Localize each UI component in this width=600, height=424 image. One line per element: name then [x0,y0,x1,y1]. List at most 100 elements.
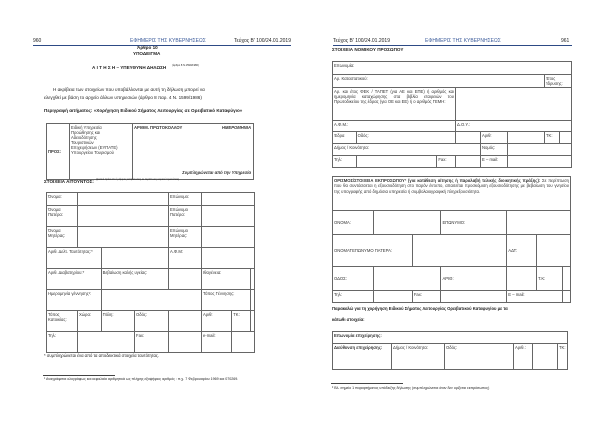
protocol-cell[interactable]: ΑΡΙΘΜ. ΠΡΩΤΟΚΟΛΛΟΥ ΗΜΕΡΟΜΗΝΙΑ Συμπληρώνε… [132,123,251,180]
number-label: Αριθ: [480,131,508,144]
email-field[interactable] [507,155,572,168]
id-number-field[interactable] [100,247,169,269]
street-field[interactable] [167,310,202,332]
rep-street-label: ΟΔΟΣ: [332,266,374,291]
business-address-label: Διεύθυνση επιχείρησης: [332,343,392,370]
header-rule [33,45,291,46]
father-surname-label: Επώνυμο Πατέρα: [167,205,202,227]
health-cert-label: Βεβαίωση καλής υγείας: [100,268,169,290]
rep-name-label: ΟΝΟΜΑ: [332,210,374,235]
nationality-label: Ιθαγένεια: [200,268,251,290]
phone-field[interactable] [76,331,136,353]
mother-name-field[interactable] [77,226,169,248]
rep-fax-label: Fax: [411,290,442,303]
rep-phone-label: Τηλ: [332,290,374,303]
first-name-label: Όνομα: [46,192,78,206]
rep-postcode-field[interactable] [562,266,571,291]
to-line: Ειδική Υπηρεσία [71,125,102,130]
applicant-heading-note: (φυσικό πρόσωπο ή νόμιμος εκπρόσωπος σε … [96,178,179,181]
father-surname-field[interactable] [200,205,256,227]
prefecture-field[interactable] [507,143,572,156]
business-number-label: Αριθ.: [513,343,533,370]
business-number-field[interactable] [532,343,558,370]
form-title: Α Ι Τ Η Σ Η – ΥΠΕΥΘΥΝΗ ΔΗΛΩΣΗ [92,65,167,70]
municipality-label[interactable]: Δήμος / Κοινότητα: [332,143,481,156]
representative-intro-text: Σε περίπτωση που θα συντάσσεται η εξουσι… [334,178,569,194]
rep-name-field[interactable] [372,210,442,235]
to-line: Προώθησης και [71,130,101,135]
business-postcode-label[interactable]: ΤΚ: [557,343,568,370]
postcode-field[interactable] [559,131,572,144]
business-street-label[interactable]: Οδός: [444,343,514,370]
business-name-label[interactable]: Επωνυμία επιχείρησης: [332,331,568,344]
issue-number: Τεύχος Β' 100/24.01.2019 [333,38,390,44]
tax-id-label[interactable]: Α.Φ.Μ.: [332,120,456,132]
date-cell[interactable] [193,123,254,180]
article-number: Άρθρο 10 [137,45,158,50]
street-field[interactable] [455,131,481,144]
passport-label: Αριθ. Διαβατηρίου:* [46,268,102,290]
header-rule [333,45,572,46]
city-label: Πόλη: [100,310,136,332]
mother-surname-field[interactable] [200,226,256,248]
tax-id-field[interactable] [200,247,256,269]
phone-label: Τηλ: [332,155,357,168]
issue-number: Τεύχος Β' 100/24.01.2019 [234,38,291,44]
phone-field[interactable] [355,155,438,168]
rep-email-field[interactable] [562,290,571,303]
phone-label: Τηλ: [46,331,78,353]
father-name-field[interactable] [77,205,169,227]
gazette-name: ΕΦΗΜΕΡΙΣ ΤΗΣ ΚΥΒΕΡΝΗΣΕΩΣ [130,38,206,44]
business-municipality-label[interactable]: Δήμος / Κοινότητα: [391,343,445,370]
legal-name-label[interactable]: Επωνυμία: [332,61,572,75]
request-line-1: Παρακαλώ για τη χορήγηση Ειδικού Σήματος… [332,306,508,311]
page-number: 961 [561,38,570,44]
street-label: Οδός: [134,310,169,332]
rep-fax-field[interactable] [440,290,508,303]
residence-label: Τόπος Κατοικίας: [46,310,78,332]
registration-field[interactable] [455,87,572,121]
rep-id-field[interactable] [536,234,571,267]
rep-phone-field[interactable] [373,290,413,303]
birth-place-label: Τόπος Γέννησης: [200,289,251,311]
rep-father-field[interactable] [411,234,508,267]
rep-street-field[interactable] [372,266,442,291]
rep-postcode-label: Τ.Κ: [536,266,564,291]
tax-office-label[interactable]: Δ.Ο.Υ.: [455,120,572,132]
statute-label[interactable]: Αρ. Καταστατικού: [332,74,545,88]
number-field[interactable] [507,131,545,144]
filled-by-note: Συμπληρώνεται από την Υπηρεσία [182,170,251,175]
country-label: Χώρα: [77,310,102,332]
last-name-field[interactable] [200,192,256,206]
rep-number-label: ΑΡΙΘ: [440,266,508,291]
nationality-field[interactable] [249,268,256,290]
rep-surname-field[interactable] [506,210,571,235]
postcode-label: ΤΚ: [231,310,251,332]
health-cert-field[interactable] [167,268,202,290]
page-number: 960 [33,38,42,44]
email-label: E – mail: [480,155,508,168]
postcode-field[interactable] [249,310,256,332]
representative-table: ΟΡΙΣΜΟΣ/ΣΤΟΙΧΕΙΑ ΕΚΠΡΟΣΩΠΟΥ² (για κατάθε… [332,176,571,303]
intro-line-2: ελεγχθεί με βάση το αρχείο άλλων υπηρεσι… [44,95,202,100]
birth-place-field[interactable] [249,289,256,311]
birth-date-field[interactable] [100,289,202,311]
founding-year-label[interactable]: Έτος Ίδρυσης: [544,74,572,88]
representative-intro: ΟΡΙΣΜΟΣ/ΣΤΟΙΧΕΙΑ ΕΚΠΡΟΣΩΠΟΥ² (για κατάθε… [332,176,571,211]
form-title-ref: (άρθρο 8 Ν.1599/1986) [172,64,199,67]
registration-label: Αρ. και έτος ΦΕΚ / ΤΑΠΕΤ (για ΑΕ και ΕΠΕ… [332,87,456,121]
legal-entity-table: Επωνυμία: Αρ. Καταστατικού: Έτος Ίδρυσης:… [332,61,572,168]
first-name-field[interactable] [77,192,169,206]
email-field[interactable] [231,331,255,353]
to-line: Αδειοδότησης [71,135,97,140]
footnote: ² Βλ. σημείο 1 παραρτήματος υπόδειξης δή… [332,386,490,390]
to-line: Επιχειρήσεων (ΕΥΠΑΤΕ) [71,145,118,150]
fax-field[interactable] [167,331,202,353]
to-line: Τουριστικών [71,140,94,145]
fax-field[interactable] [455,155,481,168]
recipient-table: ΠΡΟΣ: Ειδική Υπηρεσία Προώθησης και Αδει… [46,123,254,180]
street-label[interactable]: Οδός: [355,131,457,144]
rep-number-field[interactable] [506,266,538,291]
intro-line-1: Η ακρίβεια των στοιχείων που υποβάλλοντα… [53,87,205,92]
applicant-table: Όνομα: Επώνυμο: Όνομα Πατέρα: Επώνυμο Πατέ… [46,192,256,353]
